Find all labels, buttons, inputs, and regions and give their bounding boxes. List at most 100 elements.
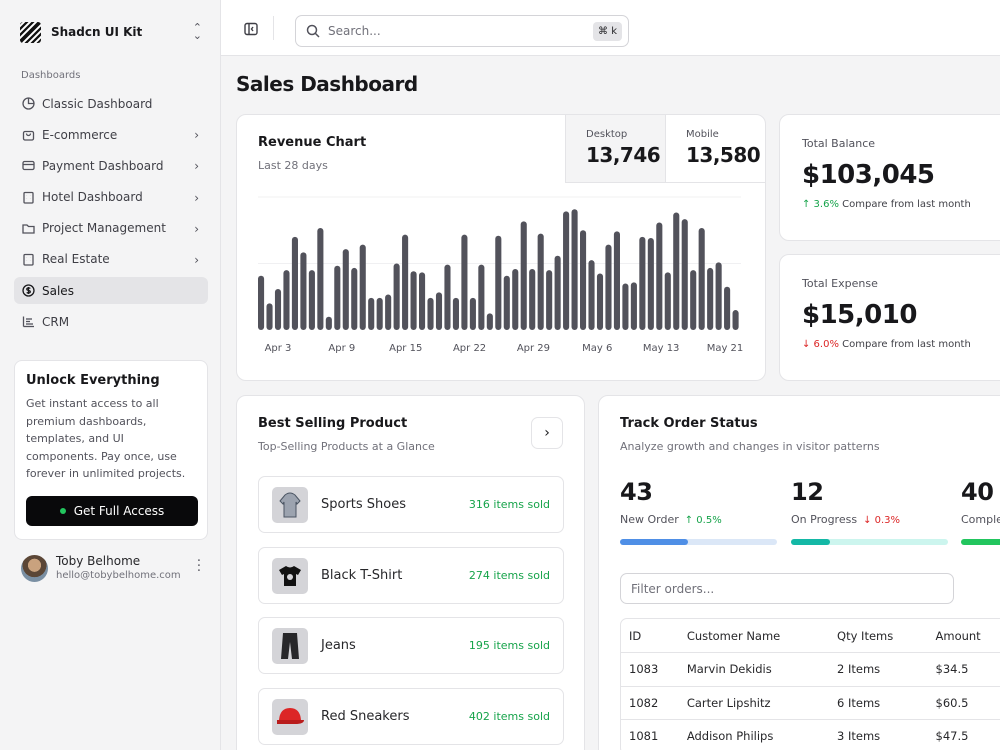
sidebar-item-e-commerce[interactable]: E-commerce › <box>14 121 208 148</box>
chart-bar[interactable] <box>274 288 282 330</box>
sidebar-item-real-estate[interactable]: Real Estate › <box>14 246 208 273</box>
chart-bar[interactable] <box>732 310 739 330</box>
chart-bar[interactable] <box>427 297 434 330</box>
chart-bar[interactable] <box>664 272 671 330</box>
chart-bar[interactable] <box>368 297 375 330</box>
chart-bar[interactable] <box>537 233 544 330</box>
chart-bar[interactable] <box>613 231 620 330</box>
sidebar-item-sales[interactable]: Sales <box>14 277 208 305</box>
list-item[interactable]: Jeans 195 items sold <box>258 617 564 674</box>
chart-bar[interactable] <box>630 282 637 330</box>
product-name: Sports Shoes <box>321 497 407 512</box>
chart-bar[interactable] <box>529 269 536 330</box>
chart-bar[interactable] <box>266 303 273 330</box>
chart-bar[interactable] <box>342 249 349 330</box>
building-icon <box>21 190 35 204</box>
chart-bar[interactable] <box>258 275 265 330</box>
chart-bar[interactable] <box>435 292 443 330</box>
sidebar-item-crm[interactable]: CRM <box>14 308 208 335</box>
x-tick-label: Apr 3 <box>265 343 292 354</box>
chart-bar[interactable] <box>469 297 476 330</box>
chart-bar[interactable] <box>563 211 570 330</box>
chart-bar[interactable] <box>681 219 688 330</box>
chart-bar[interactable] <box>596 273 604 330</box>
chart-bar[interactable] <box>402 234 409 330</box>
chart-bar[interactable] <box>283 270 290 330</box>
chart-bar[interactable] <box>503 275 510 330</box>
search-box[interactable]: ⌘ k <box>295 15 629 47</box>
search-input[interactable] <box>328 24 578 38</box>
table-row[interactable]: 1082 Carter Lipshitz 6 Items $60.5 <box>621 687 1000 720</box>
chart-bar[interactable] <box>478 264 485 330</box>
chart-bar[interactable] <box>486 313 493 330</box>
sidebar-item-payment-dashboard[interactable]: Payment Dashboard › <box>14 152 208 179</box>
tab-desktop[interactable]: Desktop 13,746 <box>565 115 665 183</box>
chevron-right-icon[interactable]: › <box>531 417 563 449</box>
chart-bar[interactable] <box>588 260 595 330</box>
chart-bar[interactable] <box>308 270 315 330</box>
sidebar-toggle-icon[interactable] <box>244 22 258 36</box>
tab-mobile[interactable]: Mobile 13,580 <box>665 115 765 183</box>
chart-bar[interactable] <box>639 236 646 330</box>
chart-bar[interactable] <box>520 221 527 330</box>
chart-bar[interactable] <box>300 252 307 330</box>
chart-bar[interactable] <box>656 222 663 330</box>
sidebar-item-project-management[interactable]: Project Management › <box>14 215 208 242</box>
expense-label: Total Expense <box>802 277 878 290</box>
column-header[interactable]: ID <box>621 619 679 653</box>
chart-bar[interactable] <box>461 234 468 330</box>
list-item[interactable]: Black T-Shirt 274 items sold <box>258 546 564 604</box>
chart-bar[interactable] <box>673 212 680 330</box>
chart-bar[interactable] <box>690 270 697 330</box>
chart-bar[interactable] <box>512 269 519 330</box>
chart-bar[interactable] <box>571 209 578 330</box>
x-tick-label: Apr 9 <box>328 343 355 354</box>
chart-bar[interactable] <box>698 228 705 330</box>
get-full-access-button[interactable]: Get Full Access <box>26 496 198 526</box>
chart-bar[interactable] <box>715 262 722 330</box>
column-header[interactable]: Customer Name <box>678 619 830 653</box>
chart-bar[interactable] <box>393 263 400 331</box>
chart-bar[interactable] <box>351 267 358 330</box>
product-sold-count: 402 items sold <box>468 709 550 723</box>
track-order-card: Track Order Status Analyze growth and ch… <box>598 395 1000 750</box>
table-row[interactable]: 1083 Marvin Dekidis 2 Items $34.5 <box>621 653 1000 687</box>
chart-bar[interactable] <box>376 297 383 330</box>
user-menu[interactable]: Toby Belhome hello@tobybelhome.com · · · <box>21 553 207 583</box>
chart-bar[interactable] <box>724 286 731 330</box>
chart-bar[interactable] <box>580 230 587 330</box>
chart-bar[interactable] <box>452 297 459 330</box>
chart-bar[interactable] <box>546 270 553 330</box>
chart-bar[interactable] <box>325 316 332 330</box>
tab-label: Mobile <box>686 129 719 140</box>
chart-bar[interactable] <box>554 255 561 330</box>
filter-orders-input[interactable] <box>620 573 954 604</box>
chart-bar[interactable] <box>605 244 612 330</box>
column-header[interactable]: Amount <box>927 619 1000 653</box>
list-item[interactable]: Sports Shoes 316 items sold <box>258 476 564 533</box>
list-item[interactable]: Red Sneakers 402 items sold <box>258 687 564 745</box>
chart-bar[interactable] <box>707 267 714 330</box>
chart-bar[interactable] <box>359 244 366 330</box>
chart-bar[interactable] <box>622 283 629 330</box>
chart-bar[interactable] <box>419 272 426 330</box>
x-tick-label: May 21 <box>707 343 744 354</box>
chart-bar[interactable] <box>410 271 417 330</box>
chart-bar[interactable] <box>444 264 451 330</box>
balance-compare: ↑ 3.6% Compare from last month <box>802 199 1000 210</box>
chart-bar[interactable] <box>385 294 392 330</box>
sidebar-item-classic-dashboard[interactable]: Classic Dashboard <box>14 90 208 117</box>
table-row[interactable]: 1081 Addison Philips 3 Items $47.5 <box>621 720 1000 750</box>
chevron-up-down-icon: ⌃ ⌄ <box>192 21 202 42</box>
chart-bar[interactable] <box>334 265 341 330</box>
chart-bar[interactable] <box>291 236 298 330</box>
more-vertical-icon[interactable]: · · · <box>196 554 201 579</box>
column-header[interactable]: Qty Items <box>829 619 928 653</box>
sidebar-item-hotel-dashboard[interactable]: Hotel Dashboard › <box>14 184 208 211</box>
revenue-tabs: Desktop 13,746 Mobile 13,580 <box>565 115 765 183</box>
chart-bar[interactable] <box>495 235 502 330</box>
chart-bar[interactable] <box>647 238 654 330</box>
total-expense-card: Total Expense $15,010 ↓ 6.0% Compare fro… <box>779 254 1000 381</box>
brand-switcher[interactable]: Shadcn UI Kit ⌃ ⌄ <box>20 20 210 44</box>
chart-bar[interactable] <box>317 228 324 330</box>
